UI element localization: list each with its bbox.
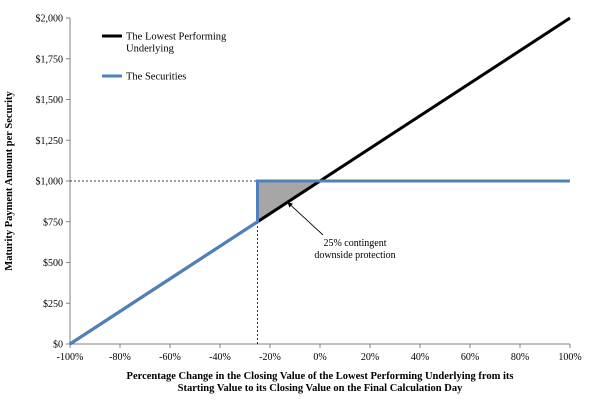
- x-tick-label: 0%: [313, 352, 326, 363]
- x-axis-title: Starting Value to its Closing Value on t…: [178, 383, 463, 394]
- series-line-securities: [69, 179, 570, 346]
- y-tick-label: $1,000: [36, 177, 64, 188]
- x-tick-label: 40%: [411, 352, 429, 363]
- legend-label-underlying: Underlying: [126, 44, 175, 55]
- x-tick-label: -60%: [159, 352, 181, 363]
- legend-label-securities: The Securities: [126, 72, 186, 83]
- x-tick-label: 20%: [361, 352, 379, 363]
- y-axis-title: Maturity Payment Amount per Security: [4, 91, 15, 271]
- legend-label-underlying: The Lowest Performing: [126, 32, 227, 43]
- y-tick-label: $1,250: [36, 136, 64, 147]
- x-tick-label: -40%: [209, 352, 231, 363]
- annotation-arrowhead: [287, 202, 293, 208]
- y-tick-label: $0: [53, 340, 63, 351]
- x-tick-label: 100%: [558, 352, 581, 363]
- y-tick-label: $1,500: [36, 95, 64, 106]
- annotation-text: downside protection: [314, 250, 395, 261]
- y-tick-label: $250: [43, 299, 63, 310]
- x-tick-label: -100%: [57, 352, 84, 363]
- annotation-text: 25% contingent: [323, 238, 386, 249]
- y-tick-label: $1,750: [36, 54, 64, 65]
- series-group: [69, 16, 571, 346]
- y-tick-label: $500: [43, 258, 63, 269]
- x-tick-label: -80%: [109, 352, 131, 363]
- y-tick-label: $750: [43, 217, 63, 228]
- axis-titles-group: Percentage Change in the Closing Value o…: [4, 91, 513, 394]
- x-tick-label: 80%: [511, 352, 529, 363]
- x-axis-title: Percentage Change in the Closing Value o…: [127, 371, 514, 382]
- x-tick-label: -20%: [259, 352, 281, 363]
- reference-lines-group: [70, 180, 258, 344]
- annotation-arrow-line: [287, 201, 324, 236]
- axes-group: $0 $250 $500 $750 $1,000 $1,250 $1,500 $1,750 $2…: [36, 14, 582, 364]
- x-tick-label: 60%: [461, 352, 479, 363]
- y-tick-label: $2,000: [36, 14, 64, 25]
